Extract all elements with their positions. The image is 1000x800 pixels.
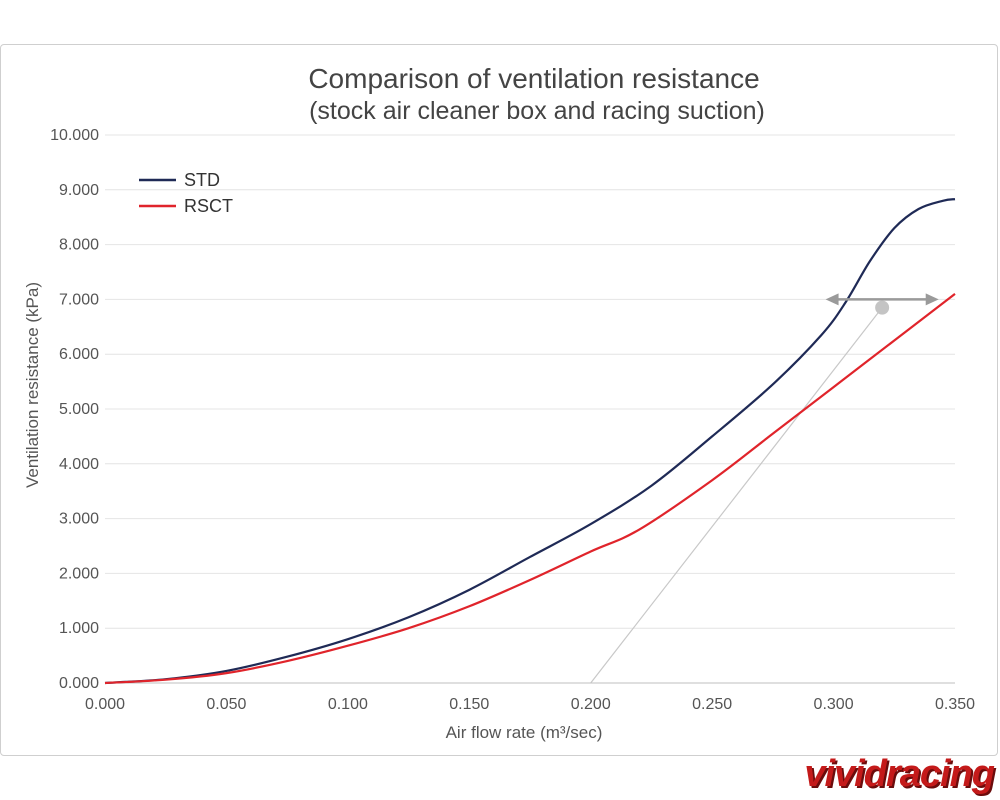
x-tick-label-5: 0.250 <box>692 696 732 713</box>
y-tick-label-9: 9.000 <box>59 182 99 199</box>
legend-label-rsct: RSCT <box>184 196 233 216</box>
y-tick-label-0: 0.000 <box>59 675 99 692</box>
x-tick-label-1: 0.050 <box>206 696 246 713</box>
y-tick-label-5: 5.000 <box>59 401 99 418</box>
y-tick-label-8: 8.000 <box>59 237 99 254</box>
x-tick-label-6: 0.300 <box>814 696 854 713</box>
annotation-marker-point <box>875 300 890 315</box>
series-layer <box>104 198 956 685</box>
annotation-arrowhead-left <box>825 293 839 306</box>
y-tick-label-10: 10.000 <box>50 127 99 144</box>
x-axis-label: Air flow rate (m³/sec) <box>446 723 603 742</box>
y-tick-label-7: 7.000 <box>59 291 99 308</box>
legend-label-std: STD <box>184 170 220 190</box>
y-tick-labels: 0.000 1.000 2.000 3.000 4.000 5.000 6.000 7.000… <box>50 127 99 692</box>
annotation-leader-line <box>590 307 883 684</box>
x-tick-label-4: 0.200 <box>571 696 611 713</box>
series-line-std <box>104 198 956 685</box>
x-tick-label-2: 0.100 <box>328 696 368 713</box>
legend: STD RSCT <box>139 170 233 216</box>
y-tick-label-4: 4.000 <box>59 456 99 473</box>
vividracing-watermark: vividracing <box>804 753 995 795</box>
y-tick-label-1: 1.000 <box>59 620 99 637</box>
chart-subtitle: (stock air cleaner box and racing suctio… <box>309 97 765 125</box>
x-tick-label-0: 0.000 <box>85 696 125 713</box>
x-tick-label-7: 0.350 <box>935 696 975 713</box>
annotation-layer <box>590 307 883 684</box>
y-axis-label: Ventilation resistance (kPa) <box>23 282 42 488</box>
y-tick-label-2: 2.000 <box>59 565 99 582</box>
y-tick-label-6: 6.000 <box>59 346 99 363</box>
series-line-rsct <box>104 293 956 685</box>
annotation-arrowhead-right <box>925 293 939 306</box>
grid-layer <box>105 134 955 684</box>
chart-title: Comparison of ventilation resistance <box>308 63 759 94</box>
y-tick-label-3: 3.000 <box>59 511 99 528</box>
x-tick-label-3: 0.150 <box>449 696 489 713</box>
chart-frame <box>0 44 998 756</box>
x-tick-labels: 0.000 0.050 0.100 0.150 0.200 0.250 0.300 0.350 <box>85 696 975 713</box>
